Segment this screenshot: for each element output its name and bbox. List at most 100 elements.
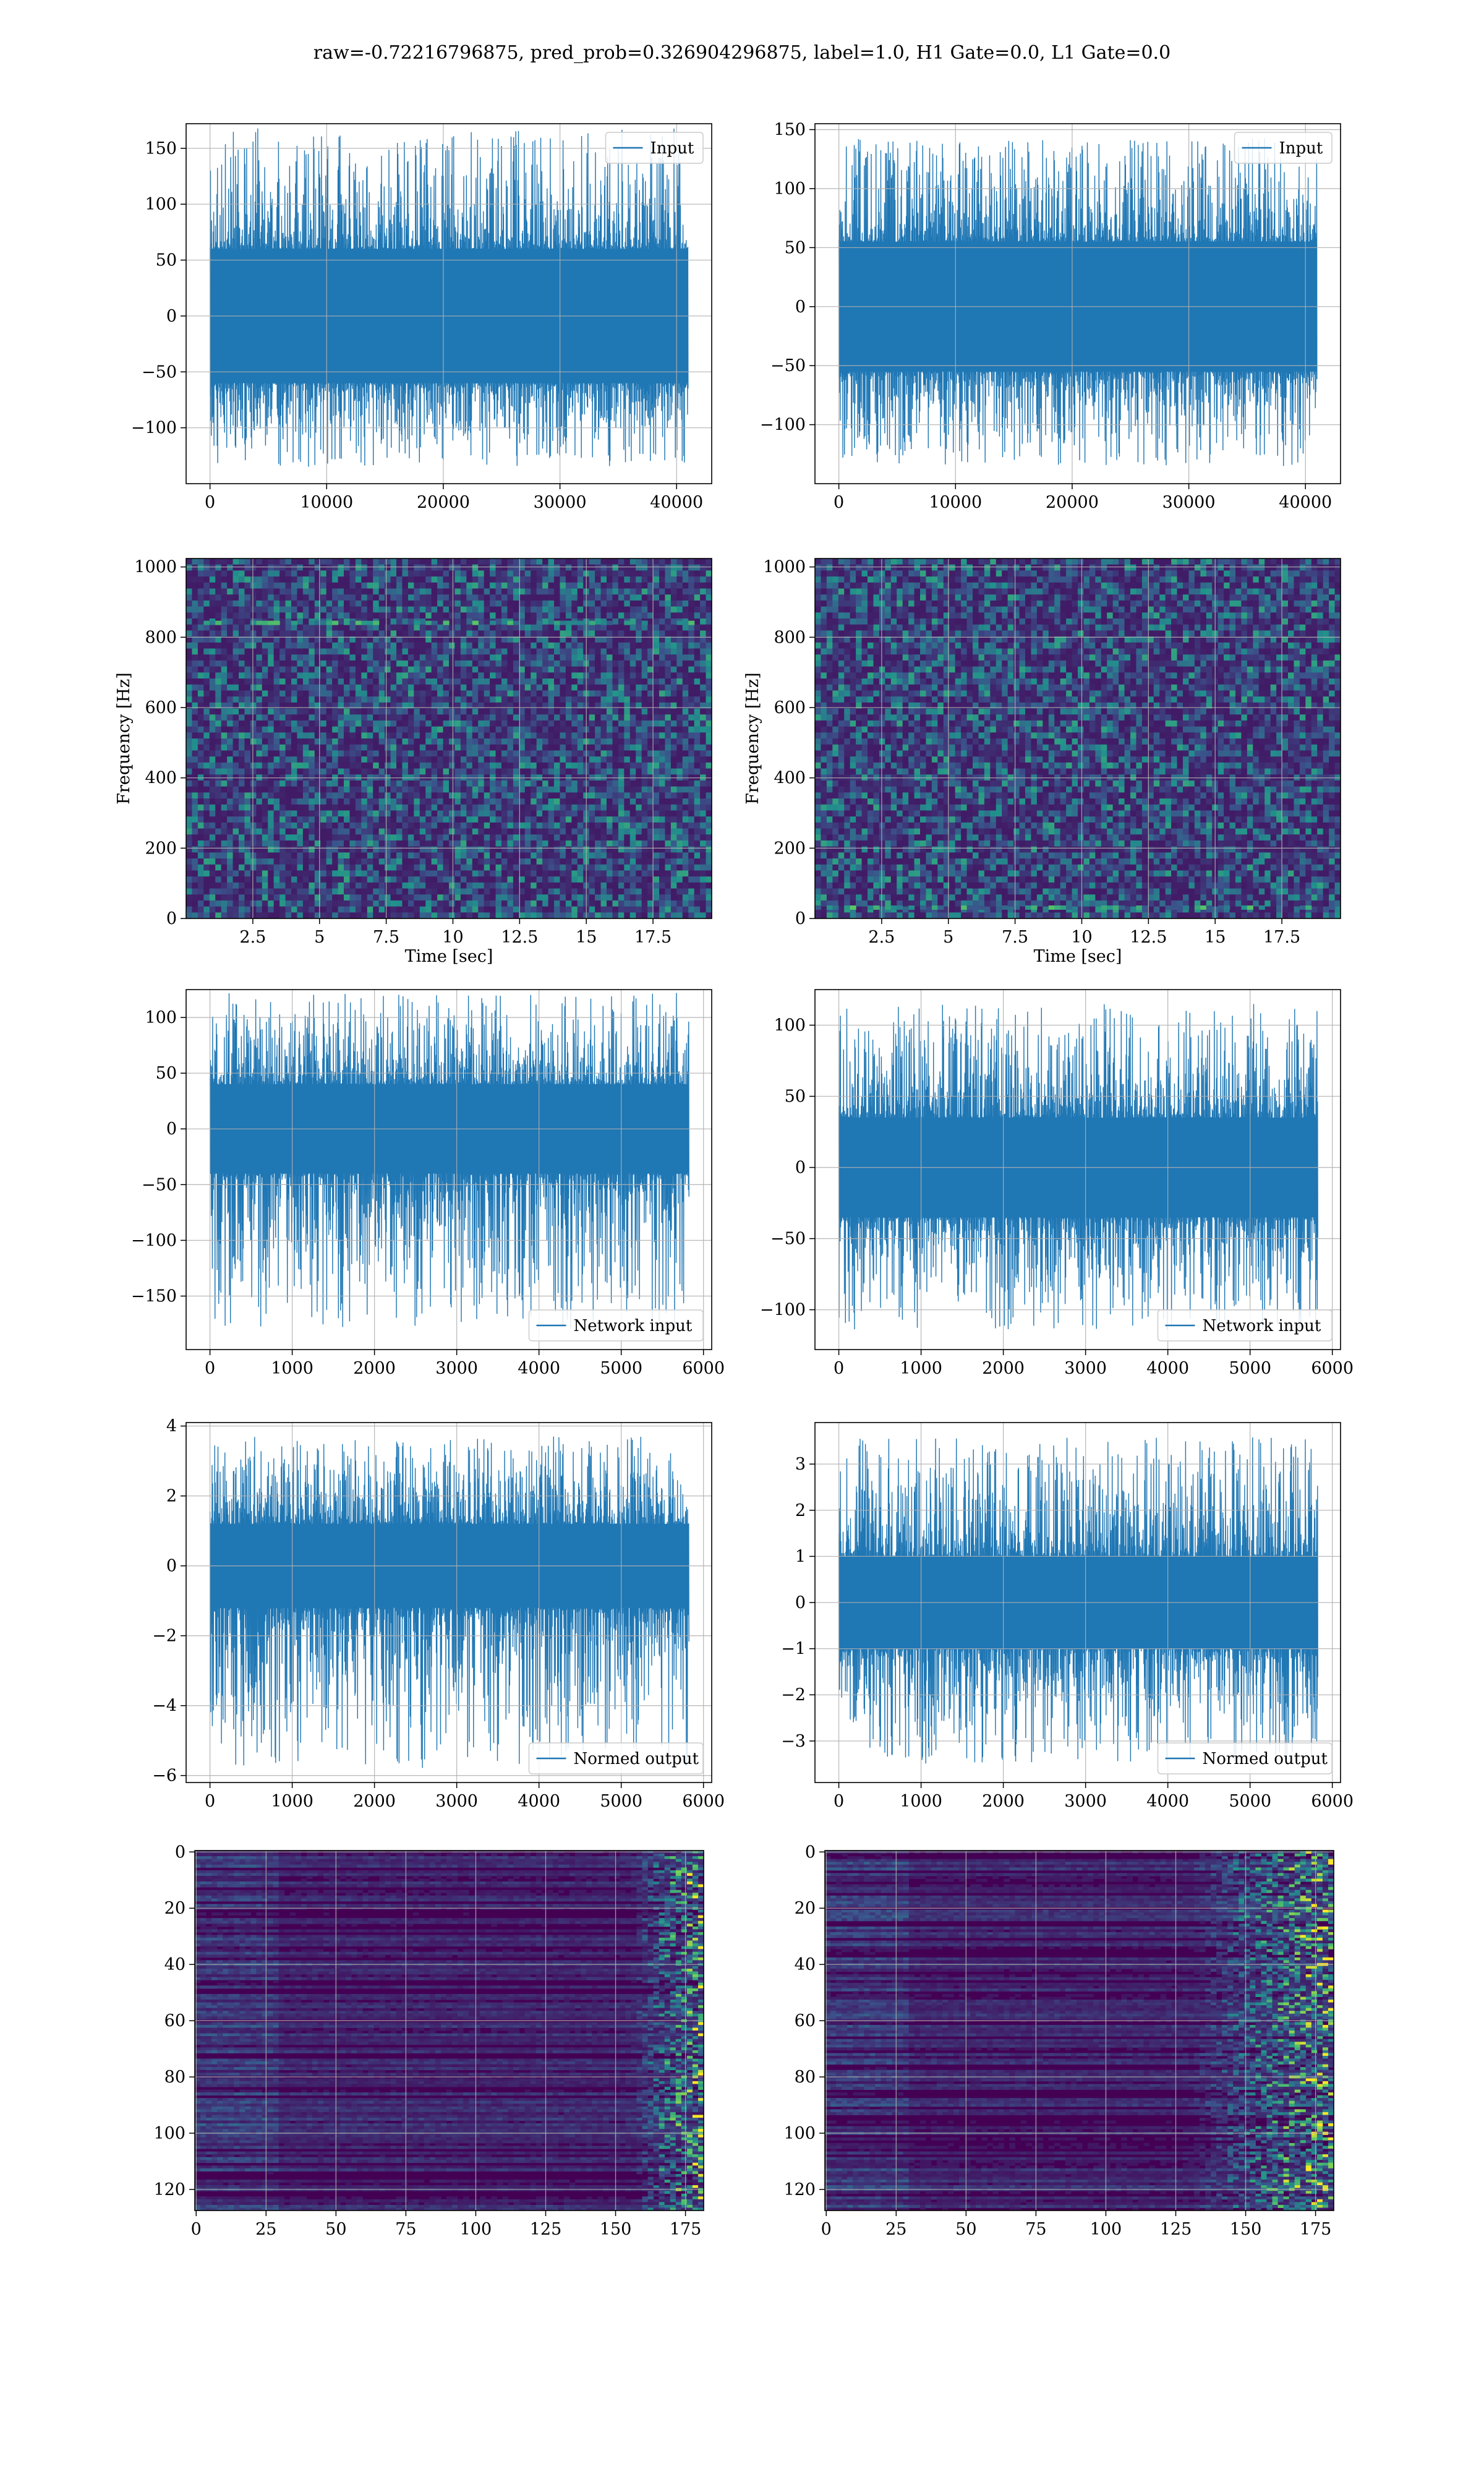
spectrogram-cell: [542, 756, 549, 763]
spectrogram-cell: [402, 672, 409, 679]
spectrogram-cell: [203, 720, 210, 727]
spectrogram-cell: [595, 846, 602, 853]
spectrogram-cell: [209, 858, 216, 865]
spectrogram-cell: [636, 900, 642, 907]
spectrogram-cell: [513, 798, 519, 805]
spectrogram-cell: [624, 720, 631, 727]
spectrogram-cell: [227, 768, 234, 775]
spectrogram-cell: [215, 816, 222, 823]
spectrogram-cell: [262, 810, 268, 817]
spectrogram-cell: [443, 582, 450, 589]
spectrogram-cell: [560, 804, 566, 811]
spectrogram-cell: [378, 714, 385, 721]
spectrogram-cell: [478, 870, 485, 877]
spectrogram-cell: [407, 690, 414, 697]
spectrogram-cell: [443, 822, 450, 829]
spectrogram-cell: [215, 786, 222, 793]
spectrogram-cell: [501, 768, 508, 775]
spectrogram-cell: [647, 900, 654, 907]
spectrogram-cell: [624, 750, 631, 757]
spectrogram-cell: [232, 810, 239, 817]
spectrogram-cell: [192, 876, 198, 883]
spectrogram-cell: [203, 768, 210, 775]
spectrogram-cell: [612, 906, 619, 913]
spectrogram-cell: [344, 654, 351, 661]
spectrogram-cell: [507, 672, 514, 679]
spectrogram-cell: [192, 780, 198, 787]
spectrogram-cell: [425, 768, 432, 775]
spectrogram-cell: [607, 714, 613, 721]
spectrogram-cell: [571, 606, 578, 613]
spectrogram-cell: [531, 648, 537, 655]
spectrogram-cell: [466, 750, 473, 757]
spectrogram-cell: [624, 648, 631, 655]
spectrogram-cell: [309, 834, 315, 841]
spectrogram-cell: [554, 636, 561, 643]
spectrogram-cell: [466, 624, 473, 631]
spectrogram-cell: [215, 792, 222, 799]
spectrogram-cell: [560, 756, 566, 763]
spectrogram-cell: [221, 606, 228, 613]
spectrogram-cell: [378, 582, 385, 589]
spectrogram-cell: [443, 642, 450, 649]
spectrogram-cell: [519, 756, 526, 763]
spectrogram-cell: [355, 714, 362, 721]
spectrogram-cell: [454, 840, 461, 847]
spectrogram-cell: [524, 672, 531, 679]
spectrogram-cell: [197, 630, 204, 637]
spectrogram-cell: [332, 810, 339, 817]
spectrogram-cell: [244, 582, 251, 589]
spectrogram-cell: [419, 894, 426, 901]
spectrogram-cell: [636, 690, 642, 697]
spectrogram-cell: [396, 612, 403, 619]
spectrogram-cell: [209, 582, 216, 589]
spectrogram-cell: [232, 744, 239, 751]
spectrogram-cell: [472, 804, 479, 811]
spectrogram-cell: [542, 594, 549, 601]
spectrogram-cell: [250, 792, 257, 799]
spectrogram-cell: [536, 750, 543, 757]
spectrogram-cell: [571, 708, 578, 715]
spectrogram-cell: [291, 648, 298, 655]
spectrogram-cell: [232, 654, 239, 661]
spectrogram-cell: [443, 600, 450, 607]
spectrogram-cell: [203, 792, 210, 799]
spectrogram-cell: [215, 606, 222, 613]
spectrogram-cell: [425, 786, 432, 793]
spectrogram-cell: [414, 900, 420, 907]
spectrogram-cell: [361, 882, 368, 889]
spectrogram-cell: [262, 756, 268, 763]
spectrogram-cell: [472, 648, 479, 655]
spectrogram-cell: [565, 738, 572, 745]
spectrogram-cell: [373, 858, 380, 865]
spectrogram-cell: [659, 858, 666, 865]
spectrogram-cell: [531, 762, 537, 769]
spectrogram-cell: [507, 732, 514, 739]
spectrogram-cell: [407, 612, 414, 619]
spectrogram-cell: [349, 786, 356, 793]
spectrogram-cell: [501, 852, 508, 859]
spectrogram-cell: [273, 696, 280, 703]
x-tick-label: 40000: [650, 493, 703, 512]
spectrogram-cell: [239, 684, 245, 691]
spectrogram-cell: [320, 714, 327, 721]
spectrogram-cell: [484, 702, 490, 709]
spectrogram-cell: [338, 642, 344, 649]
spectrogram-cell: [396, 792, 403, 799]
spectrogram-cell: [595, 780, 602, 787]
spectrogram-cell: [378, 876, 385, 883]
spectrogram-cell: [268, 816, 275, 823]
spectrogram-cell: [478, 606, 485, 613]
spectrogram-cell: [402, 708, 409, 715]
spectrogram-cell: [554, 559, 561, 565]
spectrogram-cell: [454, 744, 461, 751]
spectrogram-cell: [519, 624, 526, 631]
spectrogram-cell: [378, 654, 385, 661]
spectrogram-cell: [320, 858, 327, 865]
spectrogram-cell: [536, 666, 543, 673]
spectrogram-cell: [279, 906, 286, 913]
spectrogram-cell: [291, 888, 298, 895]
spectrogram-cell: [309, 846, 315, 853]
spectrogram-cell: [607, 756, 613, 763]
spectrogram-cell: [285, 559, 292, 565]
